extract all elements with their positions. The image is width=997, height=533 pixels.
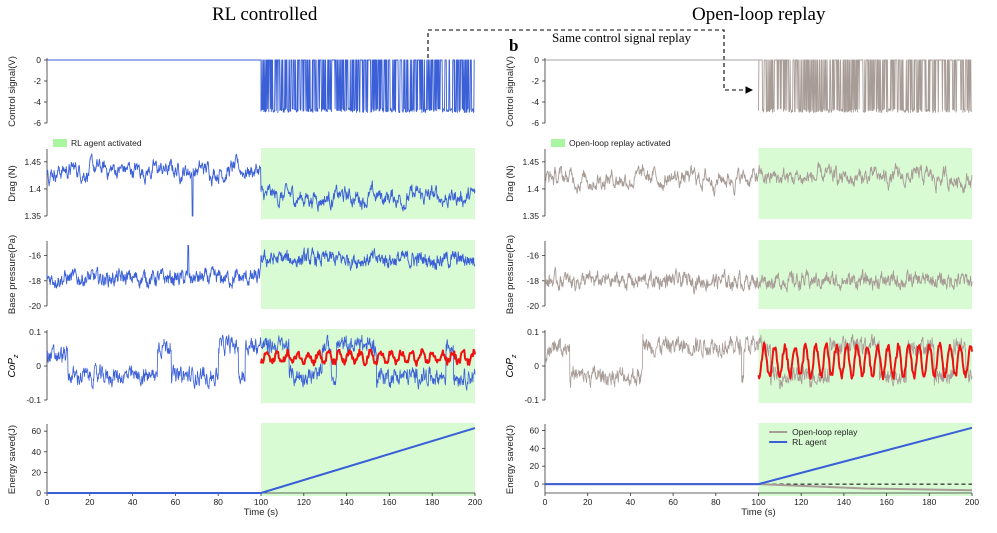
right-panel-5-x-tick-label: 160 [880, 497, 894, 507]
right-panel-5-x-axis-label: Time (s) [741, 507, 775, 518]
right-panel-5-legend-label: RL agent [792, 437, 827, 447]
left-panel-5-y-axis-label: Energy saved(J) [7, 425, 18, 494]
right-panel-3-y-tick-label: -18 [527, 276, 540, 286]
right-panel-5-rl-agent-line [545, 426, 973, 486]
left-panel-5-x-axis-label: Time (s) [244, 507, 278, 518]
right-panel-5-x-tick-label: 140 [837, 497, 851, 507]
left-panel-1-y-tick-label: 0 [36, 55, 41, 65]
right-panel-3-y-tick-label: -20 [527, 301, 540, 311]
left-panel-3-y-tick-label: -18 [29, 276, 42, 286]
left-panel-1-y-axis-label: Control signal(V) [7, 56, 18, 127]
left-panel-5-x-tick-label: 200 [468, 497, 482, 507]
left-panel-2-y-tick-label: 1.35 [24, 211, 41, 221]
left-panel-4-y-tick-label: 0 [36, 361, 41, 371]
right-panel-5-x-tick-label: 60 [668, 497, 678, 507]
left-panel-1-y-tick-label: -6 [33, 118, 41, 128]
left-panel-5-x-tick-label: 140 [340, 497, 354, 507]
left-panel-5-x-tick-label: 160 [382, 497, 396, 507]
right-panel-5-x-tick-label: 180 [922, 497, 936, 507]
left-panel-5-y-tick-label: 40 [32, 447, 42, 457]
left-panel-5-y-tick-label: 0 [36, 488, 41, 498]
left-panel-3-y-tick-label: -20 [29, 301, 42, 311]
right-panel-3-y-tick-label: -16 [527, 251, 540, 261]
left-panel-1-y-tick-label: -4 [33, 97, 41, 107]
left-panel-3-pressure-line [46, 245, 476, 289]
right-panel-5-x-tick-label: 80 [711, 497, 721, 507]
replay-arrow [427, 29, 754, 94]
right-panel-1-y-axis-label: Control signal(V) [505, 56, 516, 127]
left-panel-4-y-tick-label: -0.1 [26, 395, 41, 405]
left-panel-2-y-axis-label: Drag (N) [7, 165, 18, 201]
right-panel-5-x-tick-label: 100 [751, 497, 765, 507]
left-panel-5-x-tick-label: 120 [297, 497, 311, 507]
left-panel-5-x-tick-label: 180 [425, 497, 439, 507]
right-panel-1-y-tick-label: 0 [534, 55, 539, 65]
left-panel-2-activated-region [261, 148, 475, 219]
right-panel-3-pressure-line [544, 266, 973, 295]
left-panel-5-y-tick-label: 60 [32, 426, 42, 436]
right-panel-2-y-axis-label: Drag (N) [505, 165, 516, 201]
right-panel-4-cop-line [544, 333, 973, 390]
left-panel-3-activated-region [261, 240, 475, 309]
left-panel-5-x-tick-label: 100 [254, 497, 268, 507]
left-panel-1-signal-line [47, 59, 475, 113]
right-panel-5-x-tick-label: 120 [794, 497, 808, 507]
left-panel-2-legend-label: RL agent activated [71, 138, 142, 148]
right-panel-5-x-tick-label: 40 [626, 497, 636, 507]
left-panel-4-cop-mean-line [260, 348, 476, 367]
right-panel-5-legend-label: Open-loop replay [792, 427, 858, 437]
right-panel-4-cop-mean-line [757, 341, 973, 381]
right-panel-5-x-tick-label: 0 [543, 497, 548, 507]
left-panel-4-y-tick-label: 0.1 [29, 327, 41, 337]
right-panel-1-y-tick-label: -2 [531, 76, 539, 86]
left-panel-5-rl-agent-line [47, 427, 476, 494]
left-panel-3-y-axis-label: Base pressure(Pa) [7, 235, 18, 314]
left-panel-3-y-tick-label: -16 [29, 251, 42, 261]
right-panel-2-y-tick-label: 1.4 [527, 184, 539, 194]
right-column-title: Open-loop replay [692, 4, 826, 25]
left-panel-2-legend-swatch [53, 139, 67, 147]
left-panel-5-x-tick-label: 80 [213, 497, 223, 507]
left-panel-2-y-tick-label: 1.4 [29, 184, 41, 194]
left-panel-5-x-tick-label: 60 [171, 497, 181, 507]
right-panel-1-y-tick-label: -4 [531, 97, 539, 107]
right-panel-2-drag-line [544, 161, 973, 197]
right-panel-4-y-tick-label: -0.1 [524, 395, 539, 405]
right-panel-2-y-tick-label: 1.45 [522, 157, 539, 167]
right-panel-2-legend-label: Open-loop replay activated [569, 138, 671, 148]
right-panel-4-y-axis-label: CoPz [505, 354, 518, 377]
right-panel-4-y-tick-label: 0.1 [527, 327, 539, 337]
right-panel-5-y-tick-label: 0 [534, 479, 539, 489]
left-panel-1-y-tick-label: -2 [33, 76, 41, 86]
right-panel-5-y-tick-label: 20 [530, 461, 540, 471]
left-column-title: RL controlled [212, 4, 318, 25]
right-panel-2-activated-region [758, 148, 972, 219]
right-panel-4-y-tick-label: 0 [534, 361, 539, 371]
right-panel-5-x-tick-label: 20 [583, 497, 593, 507]
right-panel-5-y-axis-label: Energy saved(J) [505, 425, 516, 494]
right-panel-1-signal-line [758, 59, 972, 113]
right-panel-1-y-tick-label: -6 [531, 118, 539, 128]
right-panel-2-y-tick-label: 1.35 [522, 211, 539, 221]
left-panel-4-cop-line [46, 334, 476, 391]
right-panel-2-legend-swatch [551, 139, 565, 147]
left-panel-2-y-tick-label: 1.45 [24, 157, 41, 167]
panel-label-b: b [509, 36, 519, 55]
right-panel-5-y-tick-label: 60 [530, 425, 540, 435]
left-panel-5-x-tick-label: 0 [45, 497, 50, 507]
left-panel-5-x-tick-label: 20 [85, 497, 95, 507]
left-panel-5-activated-region [261, 423, 475, 496]
left-panel-2-drag-line [46, 153, 476, 217]
right-panel-5-y-tick-label: 40 [530, 443, 540, 453]
left-panel-5-y-tick-label: 20 [32, 467, 42, 477]
left-panel-5-x-tick-label: 40 [128, 497, 138, 507]
left-panel-4-y-axis-label: CoPz [7, 354, 20, 377]
right-panel-5-x-tick-label: 200 [965, 497, 979, 507]
right-panel-3-y-axis-label: Base pressure(Pa) [505, 235, 516, 314]
replay-note: Same control signal replay [552, 30, 691, 45]
